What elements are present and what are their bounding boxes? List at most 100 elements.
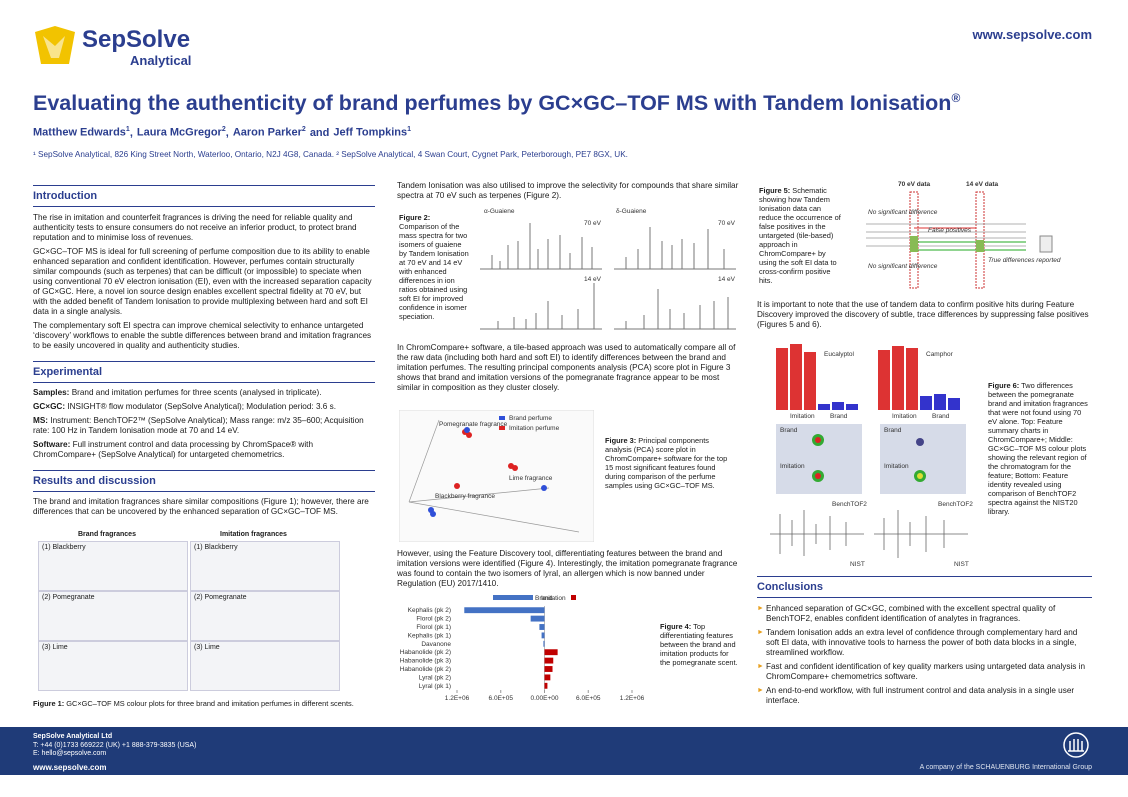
y-tick-label: Kephalis (pk 2) — [408, 607, 451, 614]
exp-item: Software: Full instrument control and da… — [33, 440, 375, 460]
paragraph: It is important to note that the use of … — [757, 300, 1089, 329]
logo-sub: Analytical — [130, 53, 192, 68]
footer-url[interactable]: www.sepsolve.com — [33, 763, 107, 772]
fig6-group: Brand — [884, 427, 902, 434]
fig1-row-label: (3) Lime — [194, 644, 220, 651]
fig2-caption: Figure 2: Comparison of the mass spectra … — [399, 213, 471, 321]
exp-text: INSIGHT® flow modulator (SepSolve Analyt… — [67, 402, 336, 411]
fig6-group: Brand — [780, 427, 798, 434]
fig1-row-label: (3) Lime — [42, 644, 68, 651]
fig6-group: Imitation — [780, 463, 805, 470]
exp-label: GC×GC: — [33, 402, 66, 411]
author-sup: 1 — [125, 126, 130, 133]
x-tick-label: 6.0E+05 — [576, 695, 601, 702]
authors: Matthew Edwards1, Laura McGregor2, Aaron P… — [33, 126, 411, 139]
paragraph: Tandem Ionisation was also utilised to i… — [397, 181, 739, 200]
bar — [541, 632, 545, 639]
colour-plot: (2) Pomegranate — [38, 591, 188, 641]
fig6-compound: Camphor — [926, 351, 954, 358]
exp-text: Full instrument control and data process… — [33, 440, 313, 459]
figure-2: α-Guaiene δ-Guaiene 70 eV 70 eV 14 eV 14… — [480, 208, 736, 330]
caption-label: Figure 4: — [660, 622, 692, 631]
colour-plot: (1) Blackberry — [38, 541, 188, 591]
paragraph: GC×GC–TOF MS is ideal for full screening… — [33, 247, 372, 316]
y-tick-label: Habanolide (pk 3) — [400, 658, 451, 665]
fig2-energy: 14 eV — [584, 276, 602, 283]
exp-text: Instrument: BenchTOF2™ (SepSolve Analyti… — [33, 416, 364, 435]
bar — [544, 682, 548, 689]
bar — [464, 607, 545, 614]
author-name: Aaron Parker — [232, 126, 302, 139]
fig3-legend: Imitation perfume — [509, 425, 560, 432]
conclusion-item: An end-to-end workflow, with full instru… — [757, 686, 1092, 706]
footer-company: SepSolve Analytical Ltd — [33, 733, 113, 740]
fig6-group: Brand — [932, 413, 950, 420]
exp-label: Software: — [33, 440, 71, 449]
x-tick-label: 1.2E+06 — [620, 695, 645, 702]
fig3-group: Lime fragrance — [509, 475, 553, 482]
legend-swatch — [571, 595, 576, 600]
fig6-compound: Eucalyptol — [824, 351, 855, 358]
fig5-label: False positives — [928, 227, 972, 234]
colour-plot: (3) Lime — [190, 641, 340, 691]
y-tick-label: Kephalis (pk 1) — [408, 632, 451, 639]
caption-text: Top differentiating features between the… — [660, 622, 738, 667]
bar — [539, 624, 545, 630]
fig3-caption: Figure 3: Principal components analysis … — [605, 436, 730, 490]
fig5-label: No significant difference — [868, 263, 938, 270]
fig3-legend: Brand perfume — [509, 415, 552, 422]
fig6-group: Imitation — [892, 413, 917, 420]
caption-text: Two differences between the pomegranate … — [988, 381, 1088, 516]
exp-label: Samples: — [33, 388, 70, 397]
caption-label: Figure 3: — [605, 436, 637, 445]
fig1-col-header: Imitation fragrances — [220, 531, 287, 538]
legend-swatch — [493, 595, 533, 600]
y-tick-label: Lyral (pk 2) — [419, 674, 451, 681]
exp-item: MS: Instrument: BenchTOF2™ (SepSolve Ana… — [33, 416, 375, 436]
summary-charts — [776, 344, 960, 410]
section-heading: Experimental — [33, 361, 375, 383]
bar — [544, 674, 551, 681]
spectra-sticks — [480, 223, 736, 330]
header-url[interactable]: www.sepsolve.com — [972, 27, 1092, 42]
paragraph: The complementary soft EI spectra can im… — [33, 321, 372, 350]
y-tick-label: Lyral (pk 1) — [419, 683, 451, 690]
caption-label: Figure 5: — [759, 186, 791, 195]
footer-email[interactable]: E: hello@sepsolve.com — [33, 750, 107, 757]
bar — [530, 615, 545, 622]
figure-5: 70 eV data 14 eV data No significant dif… — [866, 181, 1061, 289]
conclusion-item: Fast and confident identification of key… — [757, 662, 1092, 682]
bar — [544, 666, 553, 672]
paragraph: The brand and imitation fragrances share… — [33, 497, 369, 516]
footer: SepSolve Analytical Ltd T: +44 (0)1733 6… — [0, 727, 1128, 775]
colour-plot: (2) Pomegranate — [190, 591, 340, 641]
y-tick-label: Habanolide (pk 2) — [400, 666, 451, 673]
logo-mark — [35, 26, 75, 64]
logo-name: SepSolve — [82, 26, 191, 53]
figure-6: Eucalyptol Camphor Imitation Brand Imita… — [770, 344, 973, 568]
author-name: Laura McGregor — [136, 126, 222, 139]
conclusion-item: Enhanced separation of GC×GC, combined w… — [757, 604, 1092, 624]
group-logo — [1063, 732, 1089, 758]
pca-points — [428, 427, 547, 517]
fig5-header: 70 eV data — [898, 181, 931, 188]
footer-phone: T: +44 (0)1733 669222 (UK) +1 888-379-38… — [33, 742, 197, 749]
fig4-caption: Figure 4: Top differentiating features b… — [660, 622, 738, 667]
caption-label: Figure 6: — [988, 381, 1020, 390]
y-tick-label: Habanolide (pk 2) — [400, 649, 451, 656]
exp-item: GC×GC: INSIGHT® flow modulator (SepSolve… — [33, 402, 375, 412]
exp-item: Samples: Brand and imitation perfumes fo… — [33, 388, 375, 398]
fig2-compound: α-Guaiene — [484, 208, 515, 215]
fig1-col-header: Brand fragrances — [78, 531, 136, 538]
conclusion-item: Tandem Ionisation adds an extra level of… — [757, 628, 1092, 658]
fig5-caption: Figure 5: Schematic showing how Tandem I… — [759, 186, 845, 285]
exp-label: MS: — [33, 416, 49, 425]
title-mark: ® — [951, 91, 961, 105]
caption-text: Comparison of the mass spectra for two i… — [399, 222, 469, 321]
fig5-label: True differences reported — [988, 257, 1061, 264]
y-tick-label: Florol (pk 1) — [416, 624, 451, 631]
section-heading: Introduction — [33, 185, 375, 207]
fig1-row-label: (1) Blackberry — [194, 544, 238, 551]
legend-label: Brand — [535, 595, 553, 602]
